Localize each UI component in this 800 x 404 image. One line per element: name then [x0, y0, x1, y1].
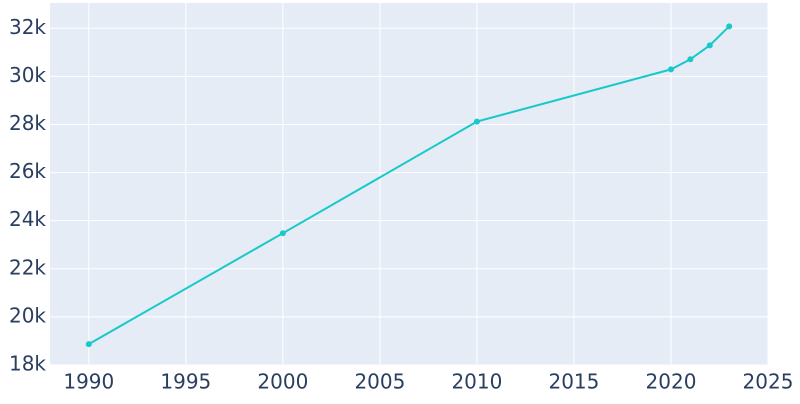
point — [726, 23, 733, 30]
y-tick-label: 24k — [9, 207, 46, 231]
x-tick-label: 2020 — [646, 370, 697, 394]
y-tick-label: 30k — [9, 63, 46, 87]
x-tick-label: 2025 — [743, 370, 794, 394]
x-tick-label: 1995 — [160, 370, 211, 394]
x-tick-label: 2010 — [451, 370, 502, 394]
point — [473, 118, 480, 125]
point — [279, 230, 286, 237]
y-tick-label: 22k — [9, 255, 46, 279]
point — [687, 56, 694, 63]
point — [706, 42, 713, 49]
y-tick-label: 32k — [9, 15, 46, 39]
x-tick-label: 2005 — [354, 370, 405, 394]
x-tick-label: 2000 — [257, 370, 308, 394]
point — [667, 66, 674, 73]
y-tick-label: 18k — [9, 352, 46, 376]
plot-area — [50, 3, 768, 365]
point — [85, 341, 92, 348]
x-tick-label: 2015 — [548, 370, 599, 394]
y-tick-label: 28k — [9, 111, 46, 135]
x-tick-label: 1990 — [63, 370, 114, 394]
y-tick-label: 20k — [9, 303, 46, 327]
y-tick-label: 26k — [9, 159, 46, 183]
